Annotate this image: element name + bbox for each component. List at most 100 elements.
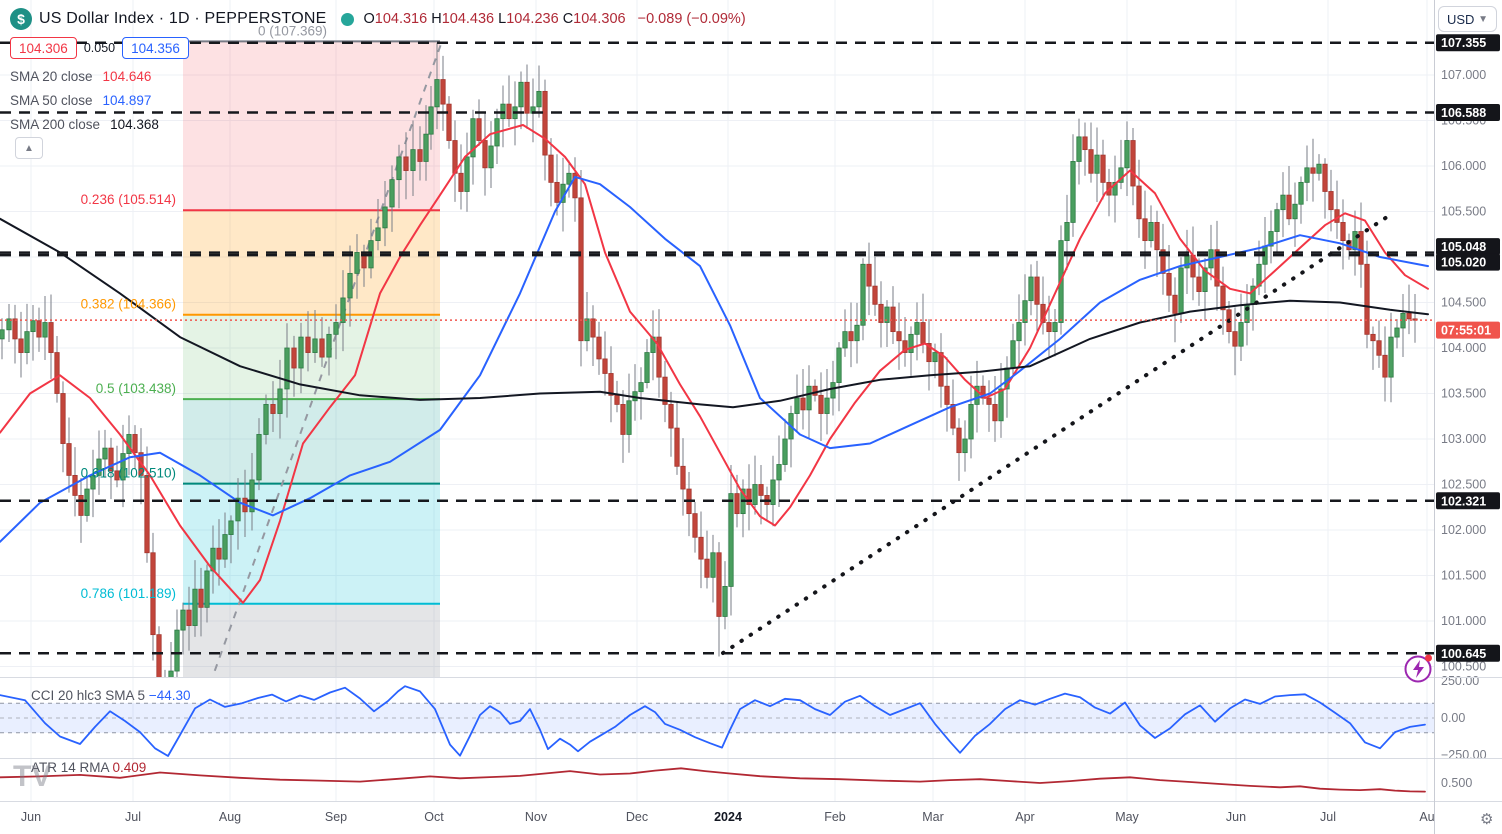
candle: [638, 382, 644, 393]
time-axis[interactable]: Jun Jul Aug Sep Oct Nov Dec 2024 Feb Mar Apr May Jun…: [21, 810, 1435, 824]
legend-sma20[interactable]: SMA 20 close 104.646: [10, 68, 151, 84]
candle: [890, 306, 896, 333]
chevron-down-icon: ▼: [1478, 13, 1488, 25]
cci-axis-label: 0.00: [1441, 711, 1465, 725]
candle: [270, 404, 276, 414]
candle: [150, 552, 156, 636]
candle: [1358, 231, 1364, 265]
candle: [896, 331, 902, 342]
symbol-header: $ US Dollar Index · 1D · PEPPERSTONE O10…: [10, 5, 746, 33]
gear-icon[interactable]: ⚙: [1480, 811, 1494, 828]
collapse-legend-button[interactable]: ▲: [15, 137, 43, 159]
candle: [872, 285, 878, 305]
candle: [470, 118, 476, 158]
open-label: O: [363, 11, 375, 27]
price-axis[interactable]: 107.000106.500106.000105.500104.500104.0…: [1436, 34, 1500, 790]
candle: [644, 352, 650, 383]
candle: [584, 318, 590, 342]
candle: [596, 336, 602, 360]
candle: [698, 536, 704, 560]
fib-zone: [183, 210, 440, 315]
candle: [1316, 163, 1322, 174]
fib-zone: [183, 314, 440, 400]
candle: [1184, 254, 1190, 269]
candle: [434, 79, 440, 108]
tradingview-watermark: TV: [13, 760, 52, 793]
symbol-title[interactable]: US Dollar Index · 1D · PEPPERSTONE: [39, 10, 327, 27]
black-dotted-trendline[interactable]: [721, 213, 1392, 655]
candle: [1328, 191, 1334, 211]
time-axis-label: Jun: [21, 810, 41, 824]
candle: [1406, 313, 1412, 320]
candle: [1178, 267, 1184, 314]
fib-zone: [183, 399, 440, 484]
candle: [998, 388, 1004, 422]
close-value: 104.306: [573, 11, 626, 27]
legend-sma200[interactable]: SMA 200 close 104.368: [10, 116, 159, 132]
candle: [662, 376, 668, 405]
candle: [920, 322, 926, 344]
candle: [30, 320, 36, 333]
candle: [518, 81, 524, 108]
high-label: H: [431, 11, 442, 27]
price-level-badge: 106.588: [1441, 106, 1486, 120]
price-axis-label: 104.500: [1441, 296, 1486, 310]
sma20-label: SMA 20 close: [10, 68, 93, 84]
candle: [1124, 140, 1130, 169]
candle: [340, 297, 346, 323]
cci-legend: CCI 20 hlc3 SMA 5 −44.30: [31, 688, 190, 703]
main-pane[interactable]: 0 (107.369) 0.236 (105.514) 0.382 (104.366…: [0, 23, 1434, 753]
time-axis-label: Apr: [1015, 810, 1034, 824]
candle: [554, 181, 560, 203]
candle: [216, 547, 222, 560]
candle: [1196, 276, 1202, 292]
candle: [962, 438, 968, 454]
open-value: 104.316: [374, 11, 428, 27]
candle: [333, 322, 339, 335]
candle: [12, 318, 18, 340]
price-axis-label: 101.500: [1441, 569, 1486, 583]
candle: [1142, 218, 1148, 242]
atr-axis-label: 0.500: [1441, 776, 1472, 790]
flash-button[interactable]: [1404, 654, 1433, 683]
candle: [198, 588, 204, 608]
time-axis-label: 2024: [714, 810, 742, 824]
candle: [830, 382, 836, 399]
symbol-logo-icon[interactable]: $: [10, 8, 32, 30]
candle: [1214, 249, 1220, 287]
price-level-badge-bg: [1436, 492, 1500, 510]
bid-price-box[interactable]: 104.306: [10, 37, 77, 59]
candle: [710, 552, 716, 578]
atr-legend: ATR 14 RMA 0.409: [31, 760, 146, 775]
time-axis-label: Oct: [424, 810, 444, 824]
candle: [54, 352, 60, 394]
candle: [410, 149, 416, 171]
sma200-label: SMA 200 close: [10, 116, 101, 132]
candle: [277, 388, 283, 414]
change-value: −0.089 (−0.09%): [637, 11, 746, 27]
candle: [1310, 167, 1316, 174]
candle: [423, 133, 429, 162]
candle: [626, 400, 632, 435]
legend-sma50[interactable]: SMA 50 close 104.897: [10, 92, 151, 108]
candle: [66, 443, 72, 476]
candle: [1322, 163, 1328, 192]
candle: [1148, 222, 1154, 242]
candle: [1046, 322, 1052, 333]
candle: [132, 434, 138, 454]
currency-selector[interactable]: USD ▼: [1438, 6, 1497, 32]
candle: [1286, 194, 1292, 220]
candle: [1280, 194, 1286, 211]
candle: [228, 520, 234, 535]
candle: [1064, 222, 1070, 242]
candle: [878, 303, 884, 323]
candle: [90, 474, 96, 490]
candle: [620, 404, 626, 435]
candle: [375, 227, 381, 242]
low-label: L: [498, 11, 507, 27]
ask-price-box[interactable]: 104.356: [122, 37, 189, 59]
gray-dashed-trendline[interactable]: [210, 43, 442, 684]
candle: [186, 609, 192, 626]
